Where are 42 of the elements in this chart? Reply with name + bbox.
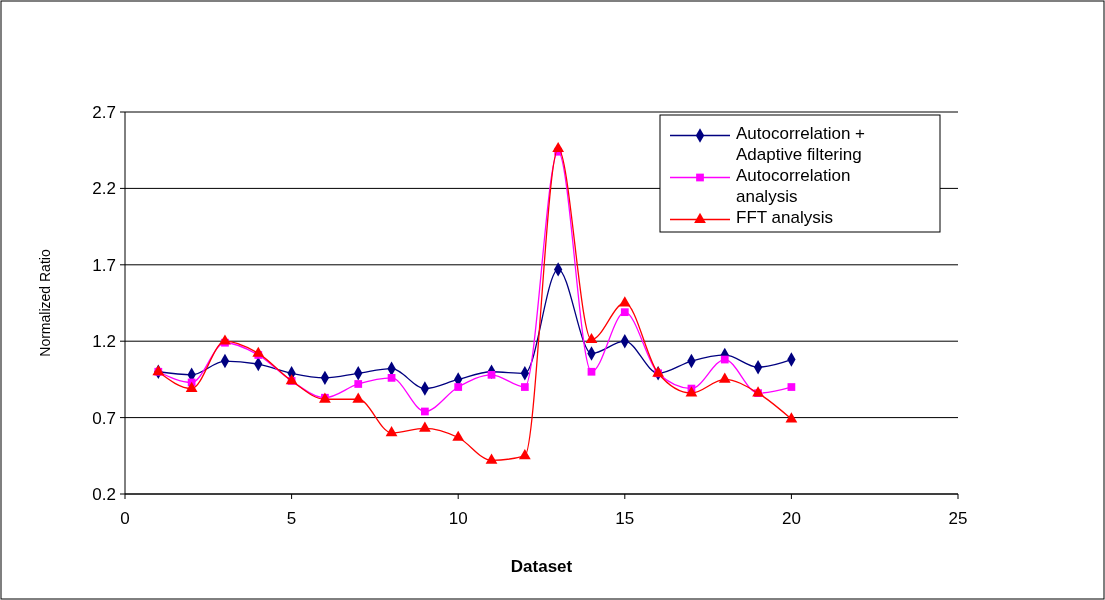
x-tick-label: 15 xyxy=(615,509,635,528)
y-tick-label: 2.7 xyxy=(92,103,116,122)
point xyxy=(585,332,598,344)
point xyxy=(620,308,629,317)
point xyxy=(618,296,631,307)
point xyxy=(219,334,231,345)
x-tick-label: 5 xyxy=(286,509,297,528)
x-tick-label: 20 xyxy=(781,509,801,528)
point xyxy=(520,383,529,391)
point xyxy=(387,374,396,382)
legend-label: Autocorrelation analysis xyxy=(736,166,851,206)
point xyxy=(252,346,265,357)
point xyxy=(418,421,431,432)
point xyxy=(452,430,465,441)
x-tick-label: 10 xyxy=(448,509,468,528)
point xyxy=(787,383,796,391)
legend-label: FFT analysis xyxy=(736,208,833,227)
point xyxy=(718,372,731,383)
point xyxy=(385,426,398,437)
point xyxy=(185,381,198,392)
y-tick-label: 1.7 xyxy=(92,255,116,275)
x-tick-label: 25 xyxy=(948,509,968,528)
y-tick-label: 0.2 xyxy=(92,485,116,504)
x-tick-label: 0 xyxy=(120,509,130,528)
legend-label: Autocorrelation + Adaptive filtering xyxy=(736,124,866,164)
point xyxy=(421,407,429,416)
y-axis-title: Normalized Ratio xyxy=(37,249,53,357)
point xyxy=(352,392,365,403)
point xyxy=(552,141,565,153)
y-tick-label: 1.2 xyxy=(92,332,116,352)
y-tick-label: 2.2 xyxy=(92,179,116,199)
point xyxy=(720,355,729,364)
y-tick-label: 0.7 xyxy=(92,408,116,428)
point xyxy=(785,412,798,423)
point xyxy=(587,367,596,376)
point xyxy=(518,449,531,460)
point xyxy=(485,453,498,464)
x-axis-title: Dataset xyxy=(510,557,573,576)
point xyxy=(685,386,698,397)
point xyxy=(354,380,363,388)
point xyxy=(487,370,496,379)
point xyxy=(454,383,463,391)
